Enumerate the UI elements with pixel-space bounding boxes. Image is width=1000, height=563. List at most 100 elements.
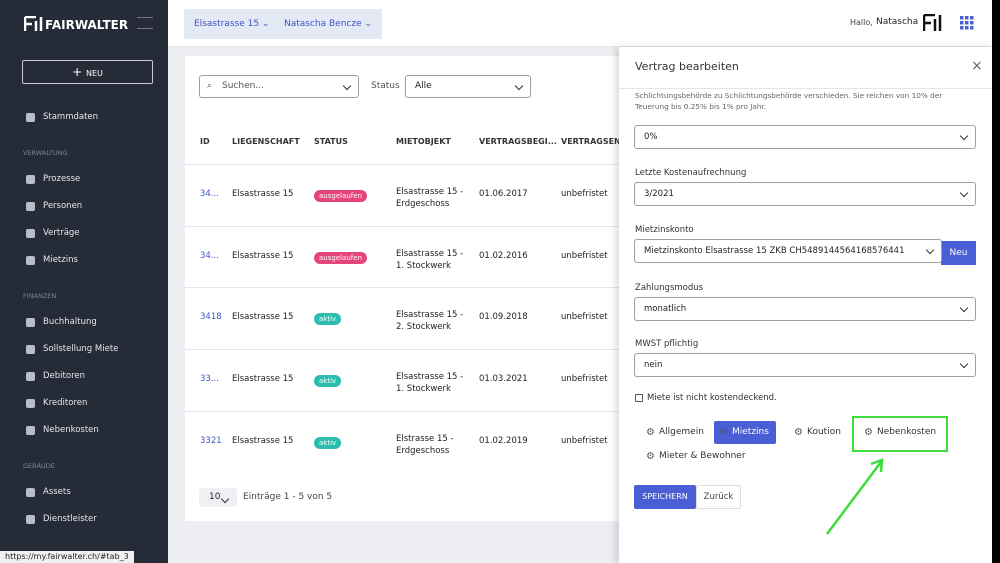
- nav-icon: [26, 175, 35, 184]
- apps-icon[interactable]: [960, 16, 974, 30]
- table-cell: 01.02.2016: [479, 250, 528, 261]
- table-cell: 01.03.2021: [479, 374, 528, 385]
- table-cell: Elsastrasse 15: [232, 374, 294, 385]
- new-button[interactable]: + NEU: [22, 60, 153, 84]
- row-divider: [185, 225, 625, 227]
- table-cell: Elsastrasse 15 - Erdgeschoss: [396, 187, 464, 209]
- table-cell: unbefristet: [561, 312, 608, 323]
- back-button[interactable]: Zurück: [696, 485, 741, 509]
- nav-icon: [26, 256, 35, 265]
- field-label: Zahlungsmodus: [635, 283, 704, 293]
- field-label: Mietzinskonto: [635, 225, 694, 235]
- nav-item[interactable]: Kreditoren: [43, 398, 88, 408]
- new-button-label: NEU: [85, 69, 103, 78]
- page-size[interactable]: 10: [199, 488, 237, 507]
- nav-icon: [26, 488, 35, 497]
- topbar: Elsastrasse 15 ⌄ Natascha Bencze ⌄ Hallo…: [168, 0, 992, 47]
- nav-icon: [26, 515, 35, 524]
- user-name: Natascha: [876, 17, 919, 27]
- nav-item[interactable]: Debitoren: [43, 371, 85, 381]
- nav-section: GEBÄUDE: [23, 462, 55, 470]
- table-cell: Elsastrasse 15 - 1. Stockwerk: [396, 248, 464, 271]
- checkbox-label: Miete ist nicht kostendeckend.: [647, 393, 777, 403]
- table-cell: unbefristet: [561, 189, 608, 199]
- page-size-value: 10: [209, 492, 221, 502]
- nav-icon: [26, 202, 35, 211]
- greeting: Hallo,: [850, 18, 873, 27]
- user-logo[interactable]: [923, 14, 943, 32]
- checkbox[interactable]: [635, 394, 643, 402]
- table-cell: Elsastrasse 15: [232, 435, 294, 446]
- panel-tab[interactable]: Allgemein: [641, 421, 711, 444]
- table-cell: 01.09.2018: [479, 312, 528, 323]
- field-value: 3/2021: [644, 189, 674, 199]
- field-select[interactable]: nein: [634, 353, 976, 377]
- field-value: Mietzinskonto Elsastrasse 15 ZKB CH54891…: [644, 246, 905, 256]
- field-value: nein: [644, 360, 663, 370]
- row-divider: [185, 287, 625, 289]
- panel-tab[interactable]: Mietzins: [714, 421, 776, 444]
- column-header: VERTRAGSEND...: [561, 137, 637, 146]
- column-header: ID: [200, 137, 210, 146]
- save-button[interactable]: SPEICHERN: [634, 485, 696, 509]
- nav-item[interactable]: Mietzins: [43, 255, 78, 265]
- close-button[interactable]: ×: [971, 58, 983, 74]
- nav-item[interactable]: Buchhaltung: [43, 317, 97, 327]
- nav-item[interactable]: Nebenkosten: [43, 425, 99, 435]
- contract-id[interactable]: 33...: [200, 374, 219, 385]
- nav-item[interactable]: Prozesse: [43, 174, 81, 184]
- nav-item[interactable]: Assets: [43, 487, 71, 497]
- panel-tab[interactable]: Mieter & Bewohner: [641, 445, 753, 468]
- nav-item[interactable]: Verträge: [43, 228, 80, 238]
- status-badge: aktiv: [314, 375, 342, 388]
- nav-icon: [26, 229, 35, 238]
- contract-id[interactable]: 34...: [200, 189, 219, 199]
- table-cell: Elsastrasse 15 - 2. Stockwerk: [396, 310, 464, 333]
- field-select[interactable]: Mietzinskonto Elsastrasse 15 ZKB CH54891…: [634, 239, 942, 263]
- status-select[interactable]: Alle: [405, 75, 531, 98]
- nav-icon: [26, 318, 35, 327]
- contract-id[interactable]: 3321: [200, 435, 222, 446]
- status-url: https://my.fairwalter.ch/#tab_3: [0, 551, 134, 563]
- nav-icon: [26, 372, 35, 381]
- table-cell: 01.02.2019: [479, 435, 528, 446]
- field-select[interactable]: 0%: [634, 125, 976, 149]
- contract-id[interactable]: 3418: [200, 312, 222, 323]
- row-divider: [185, 349, 625, 351]
- column-header: STATUS: [314, 137, 348, 146]
- chip-label: Elsastrasse 15: [194, 19, 260, 29]
- panel-title: Vertrag bearbeiten: [635, 60, 739, 73]
- row-divider: [185, 164, 625, 165]
- nav-item[interactable]: Stammdaten: [43, 112, 99, 122]
- property-chip[interactable]: Elsastrasse 15 ⌄: [184, 9, 280, 39]
- person-chip[interactable]: Natascha Bencze ⌄: [274, 9, 383, 39]
- column-header: VERTRAGSBEGI...: [479, 137, 557, 146]
- column-header: LIEGENSCHAFT: [232, 137, 300, 146]
- nav-item[interactable]: Dienstleister: [43, 514, 97, 524]
- contracts-card: ⌕ Suchen... Status Alle 10 Einträge 1 - 5…: [185, 56, 637, 521]
- panel-tab[interactable]: Nebenkosten: [859, 421, 943, 444]
- chip-label: Natascha Bencze: [284, 19, 362, 29]
- status-badge: aktiv: [314, 436, 342, 449]
- nav-section: FINANZEN: [23, 292, 57, 300]
- search-input[interactable]: ⌕ Suchen...: [199, 75, 359, 98]
- table-cell: unbefristet: [561, 250, 608, 261]
- field-value: monatlich: [644, 304, 687, 314]
- status-badge: ausgelaufen: [314, 190, 368, 202]
- table-cell: unbefristet: [561, 374, 608, 385]
- menu-toggle[interactable]: [137, 17, 153, 29]
- field-select[interactable]: monatlich: [634, 297, 976, 321]
- nav-item[interactable]: Sollstellung Miete: [43, 344, 119, 354]
- status-value: Alle: [415, 81, 432, 91]
- field-select[interactable]: 3/2021: [634, 182, 976, 206]
- status-badge: ausgelaufen: [314, 251, 368, 264]
- panel-tab[interactable]: Koution: [789, 421, 848, 444]
- panel-note: laufende Erneuerung, gestiegene Gebühren…: [635, 80, 951, 111]
- nav-icon: [26, 399, 35, 408]
- contract-id[interactable]: 34...: [200, 250, 219, 261]
- table-cell: unbefristet: [561, 435, 608, 446]
- new-account-button[interactable]: Neu: [941, 241, 976, 265]
- nav-item[interactable]: Personen: [43, 201, 83, 211]
